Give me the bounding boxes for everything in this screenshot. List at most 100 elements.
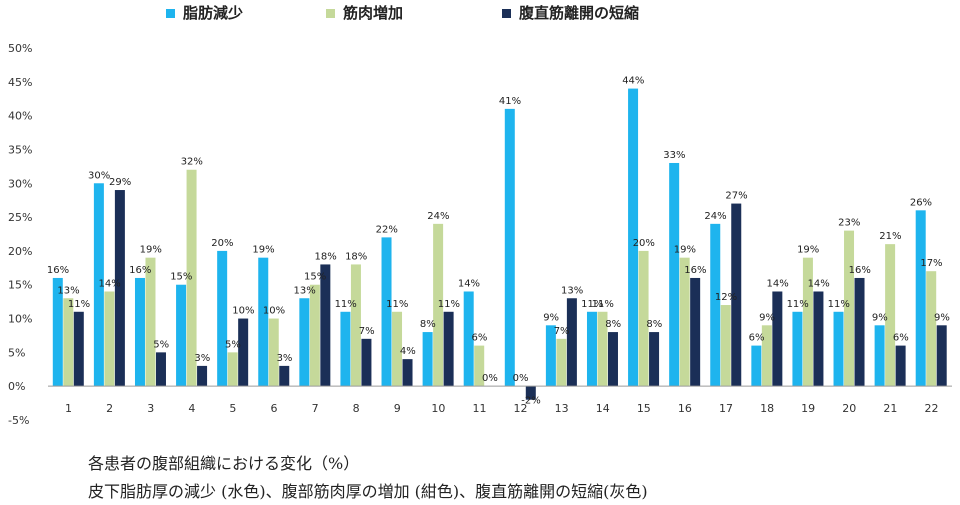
data-label: 4% (400, 346, 416, 357)
bar-series-3-cat-6 (279, 365, 290, 387)
data-label: -2% (521, 396, 540, 407)
caption-line-2: 皮下脂肪厚の減少 (水色)、腹部筋肉厚の増加 (紺色)、腹直筋離開の短縮(灰色) (88, 482, 648, 501)
bars (52, 88, 947, 400)
bar-series-2-cat-10 (433, 223, 444, 387)
x-tick-label: 5 (229, 402, 236, 415)
bar-series-2-cat-2 (104, 291, 115, 387)
x-tick-label: 15 (637, 402, 651, 415)
data-label: 19% (252, 245, 274, 256)
data-label: 17% (920, 258, 942, 269)
bar-series-1-cat-2 (93, 183, 104, 387)
bar-series-1-cat-12 (504, 108, 515, 387)
bar-series-1-cat-11 (463, 291, 474, 387)
x-axis: 1 2 3 4 5 6 7 8 9 10 11 12 13 14 15 16 17 18 19 20 21 22 (48, 385, 952, 415)
data-label: 18% (345, 251, 367, 262)
bar-series-3-cat-5 (238, 318, 249, 387)
bar-series-1-cat-13 (545, 325, 556, 387)
data-label: 19% (674, 245, 696, 256)
bar-series-1-cat-18 (751, 345, 762, 387)
bar-series-2-cat-8 (350, 264, 361, 387)
data-label: 32% (181, 157, 203, 168)
x-tick-label: 3 (147, 402, 154, 415)
data-label: 44% (622, 76, 644, 87)
y-tick-label: 30% (8, 177, 32, 190)
data-label: 11% (828, 299, 850, 310)
data-label: 13% (57, 285, 79, 296)
x-tick-label: 22 (924, 402, 938, 415)
data-label: 9% (759, 312, 775, 323)
bar-series-3-cat-16 (690, 277, 701, 387)
y-tick-label: 40% (8, 110, 32, 123)
legend: 脂肪減少 筋肉増加 腹直筋離開の短縮 (166, 4, 639, 22)
bar-series-2-cat-22 (926, 271, 937, 387)
bar-series-3-cat-1 (73, 311, 84, 387)
bar-series-1-cat-9 (381, 237, 392, 387)
y-tick-label: -5% (8, 414, 29, 427)
x-tick-label: 10 (431, 402, 445, 415)
bar-series-3-cat-8 (361, 338, 372, 387)
data-label: 24% (427, 211, 449, 222)
legend-swatch-3 (502, 9, 511, 18)
data-label: 16% (47, 265, 69, 276)
bar-series-1-cat-16 (669, 162, 680, 387)
data-label: 30% (88, 170, 110, 181)
bar-series-3-cat-15 (649, 332, 660, 387)
legend-label-3: 腹直筋離開の短縮 (519, 4, 639, 22)
bar-series-3-cat-2 (114, 190, 125, 387)
bar-series-3-cat-17 (731, 203, 742, 387)
data-label: 8% (605, 319, 621, 330)
data-label: 9% (872, 312, 888, 323)
bar-series-2-cat-5 (227, 352, 238, 387)
legend-swatch-1 (166, 9, 175, 18)
data-label: 13% (293, 285, 315, 296)
bar-series-2-cat-3 (145, 257, 156, 387)
data-label: 33% (663, 150, 685, 161)
data-label: 8% (646, 319, 662, 330)
x-tick-label: 9 (394, 402, 401, 415)
x-tick-label: 1 (65, 402, 72, 415)
bar-series-1-cat-14 (586, 311, 597, 387)
data-label: 7% (359, 326, 375, 337)
legend-label-2: 筋肉増加 (342, 4, 403, 22)
y-tick-label: 10% (8, 313, 32, 326)
y-tick-label: 0% (8, 380, 25, 393)
data-label: 3% (277, 353, 293, 364)
data-label: 19% (797, 245, 819, 256)
y-tick-label: 35% (8, 143, 32, 156)
legend-label-1: 脂肪減少 (183, 4, 243, 22)
data-label: 16% (684, 265, 706, 276)
x-tick-label: 11 (472, 402, 486, 415)
bar-series-1-cat-8 (340, 311, 351, 387)
x-tick-label: 6 (271, 402, 278, 415)
bar-series-1-cat-20 (833, 311, 844, 387)
y-tick-label: 15% (8, 279, 32, 292)
data-label: 11% (438, 299, 460, 310)
bar-series-3-cat-13 (566, 298, 577, 387)
data-label: 18% (314, 251, 336, 262)
data-label: 21% (879, 231, 901, 242)
y-tick-label: 50% (8, 42, 32, 55)
data-label: 41% (499, 96, 521, 107)
data-label: 19% (140, 245, 162, 256)
bar-series-2-cat-19 (802, 257, 813, 387)
bar-series-3-cat-19 (813, 291, 824, 387)
bar-series-3-cat-12 (525, 386, 536, 400)
caption-line-1: 各患者の腹部組織における変化（%） (88, 454, 360, 473)
y-tick-label: 5% (8, 346, 25, 359)
bar-series-1-cat-4 (176, 284, 187, 387)
data-labels: 16% 13% 11% 30% 14% 29% 16% 19% 5% 15% 32% 3% 20% 5% 1… (47, 76, 950, 407)
data-label: 14% (458, 278, 480, 289)
legend-swatch-2 (326, 9, 335, 18)
bar-series-3-cat-10 (443, 311, 454, 387)
data-label: 11% (68, 299, 90, 310)
bar-series-2-cat-18 (761, 325, 772, 387)
data-label: 26% (910, 197, 932, 208)
data-label: 27% (725, 191, 747, 202)
x-tick-label: 2 (106, 402, 113, 415)
y-tick-label: 20% (8, 245, 32, 258)
bar-series-2-cat-11 (474, 345, 485, 387)
x-tick-label: 13 (555, 402, 569, 415)
bar-series-1-cat-7 (299, 298, 310, 387)
bar-series-2-cat-15 (638, 250, 649, 387)
x-tick-label: 17 (719, 402, 733, 415)
